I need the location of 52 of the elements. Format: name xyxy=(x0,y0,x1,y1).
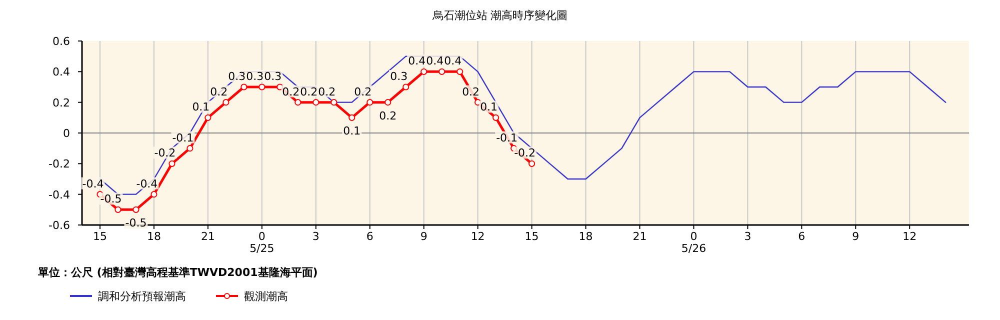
data-label: 0.2 xyxy=(318,85,336,98)
data-label: 0.3 xyxy=(246,70,264,83)
data-label: 0.4 xyxy=(408,54,426,68)
x-tick-label: 21 xyxy=(200,230,215,243)
y-tick-label: 0 xyxy=(63,127,70,140)
data-label: -0.5 xyxy=(100,192,122,206)
y-tick-label: 0.2 xyxy=(52,96,70,110)
x-tick-label: 15 xyxy=(92,230,107,243)
text: 單位：公尺 (相對臺灣高程基準TWVD2001基隆海平面) xyxy=(37,266,318,279)
data-label: 0.2 xyxy=(282,85,300,98)
data-label: 0.2 xyxy=(462,85,480,98)
data-label: -0.2 xyxy=(514,146,536,160)
data-label: 0.4 xyxy=(444,54,462,68)
x-tick-label: 3 xyxy=(744,230,752,243)
x-tick-label: 0 5/25 xyxy=(250,230,274,255)
x-tick-label: 12 xyxy=(470,230,485,243)
x-tick-label: 9 xyxy=(852,230,860,243)
data-label: -0.4 xyxy=(82,177,104,190)
data-label: 0.3 xyxy=(228,70,246,83)
data-label: 0.1 xyxy=(343,124,361,138)
x-tick-label: 6 xyxy=(366,230,374,243)
y-tick-label: 0.4 xyxy=(52,66,70,79)
data-label: -0.1 xyxy=(172,131,194,144)
legend-label: 觀測潮高 xyxy=(244,290,288,303)
data-label: -0.5 xyxy=(125,216,147,230)
x-tick-label: 3 xyxy=(312,230,320,243)
data-label: 0.3 xyxy=(390,70,408,83)
x-tick-label: 18 xyxy=(578,230,593,243)
data-label: 0.2 xyxy=(210,85,228,98)
x-tick-label: 18 xyxy=(146,230,161,243)
x-tick-label: 21 xyxy=(632,230,647,243)
x-tick-label: 15 xyxy=(524,230,539,243)
data-label: 0.1 xyxy=(192,100,210,114)
data-label: 0.4 xyxy=(426,54,444,68)
data-label: -0.4 xyxy=(136,177,158,190)
x-tick-label: 9 xyxy=(420,230,428,243)
data-label: 0.2 xyxy=(379,109,397,122)
data-label: -0.1 xyxy=(496,131,518,144)
data-label: 0.2 xyxy=(300,85,318,98)
y-tick-label: -0.6 xyxy=(48,219,70,232)
data-label: 0.1 xyxy=(480,100,498,114)
x-tick-label: 6 xyxy=(798,230,806,243)
x-tick-label: 12 xyxy=(902,230,917,243)
data-label: -0.2 xyxy=(154,146,176,160)
x-tick-label: 0 5/26 xyxy=(681,230,706,255)
data-label: 0.3 xyxy=(264,70,282,83)
y-tick-label: -0.2 xyxy=(48,158,70,171)
data-label: 0.2 xyxy=(354,85,372,98)
y-tick-label: 0.6 xyxy=(52,35,70,48)
chart-title: 烏石潮位站 潮高時序變化圖 xyxy=(431,9,568,22)
legend-label: 調和分析預報潮高 xyxy=(98,290,186,303)
y-tick-label: -0.4 xyxy=(48,188,70,202)
